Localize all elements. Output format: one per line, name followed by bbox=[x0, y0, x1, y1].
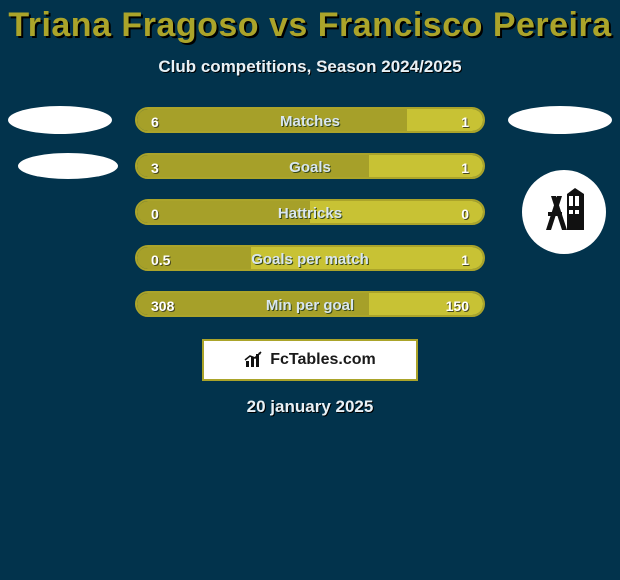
stat-row: 308150Min per goal bbox=[0, 291, 620, 317]
stat-value-left: 3 bbox=[151, 155, 159, 179]
stat-row: 0.51Goals per match bbox=[0, 245, 620, 271]
stat-row: 00Hattricks bbox=[0, 199, 620, 225]
stat-value-right: 150 bbox=[446, 293, 469, 317]
stat-bar-right bbox=[407, 109, 483, 131]
team-logo-left bbox=[8, 106, 112, 134]
stat-row: 31Goals bbox=[0, 153, 620, 179]
stat-value-left: 308 bbox=[151, 293, 174, 317]
page-title: Triana Fragoso vs Francisco Pereira bbox=[8, 6, 611, 45]
stat-value-left: 0.5 bbox=[151, 247, 170, 271]
page-subtitle: Club competitions, Season 2024/2025 bbox=[158, 57, 461, 77]
stat-bar: 00Hattricks bbox=[135, 199, 485, 225]
stat-bar: 0.51Goals per match bbox=[135, 245, 485, 271]
stat-bar-left bbox=[137, 109, 407, 131]
stat-bar-right bbox=[310, 201, 483, 223]
stat-value-right: 0 bbox=[461, 201, 469, 225]
stat-bar: 31Goals bbox=[135, 153, 485, 179]
stat-value-left: 6 bbox=[151, 109, 159, 133]
date-label: 20 january 2025 bbox=[247, 397, 374, 417]
brand-text: FcTables.com bbox=[270, 351, 376, 369]
stat-value-right: 1 bbox=[461, 155, 469, 179]
stat-bar: 61Matches bbox=[135, 107, 485, 133]
stat-bar: 308150Min per goal bbox=[135, 291, 485, 317]
comparison-infographic: Triana Fragoso vs Francisco Pereira Club… bbox=[0, 0, 620, 580]
team-logo-right bbox=[508, 106, 612, 134]
stat-bar-left bbox=[137, 155, 369, 177]
stat-value-right: 1 bbox=[461, 109, 469, 133]
team-logo-left bbox=[18, 153, 118, 179]
stat-value-left: 0 bbox=[151, 201, 159, 225]
brand-badge: FcTables.com bbox=[202, 339, 418, 381]
stat-row: 61Matches bbox=[0, 107, 620, 133]
bar-chart-icon bbox=[244, 351, 266, 369]
team-logo-right bbox=[522, 170, 606, 254]
stat-value-right: 1 bbox=[461, 247, 469, 271]
stat-bar-right bbox=[251, 247, 483, 269]
stat-bar-left bbox=[137, 201, 310, 223]
stat-rows: 61Matches31Goals00Hattricks0.51Goals per… bbox=[0, 107, 620, 317]
